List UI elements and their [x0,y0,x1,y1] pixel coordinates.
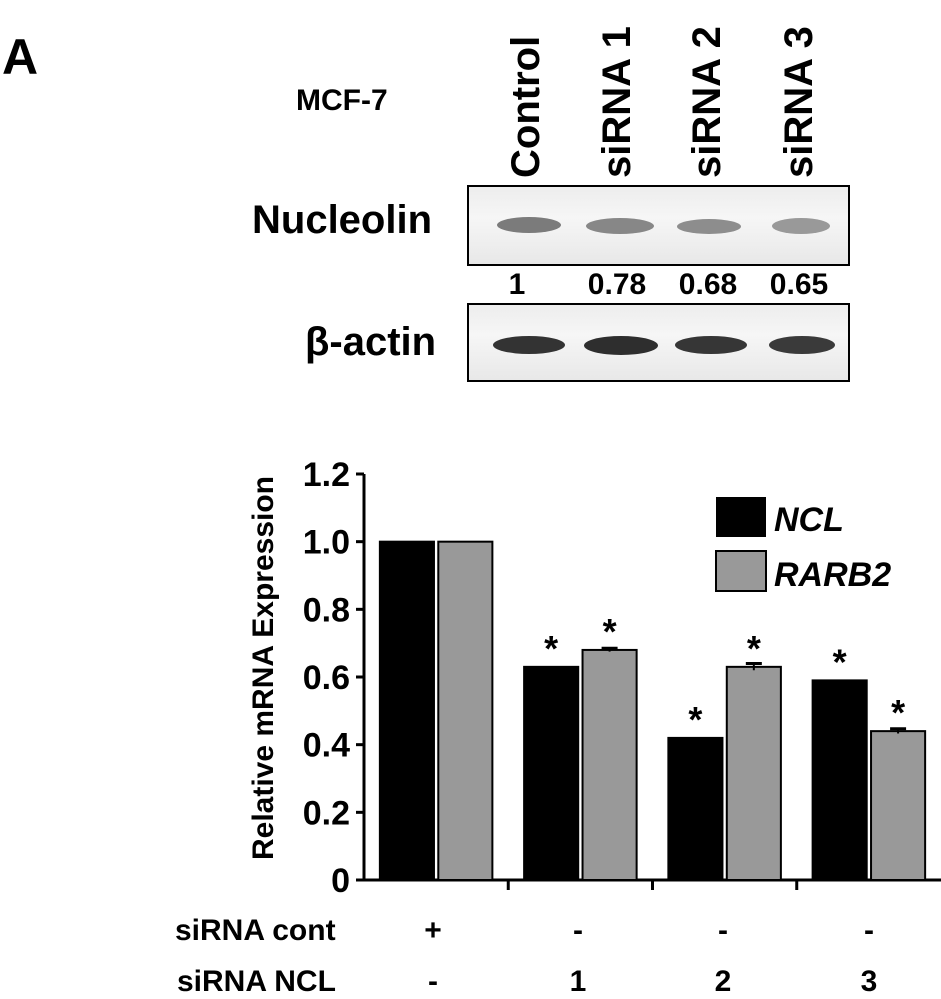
quant-value-sirna-3: 0.65 [769,268,829,301]
actin-band [769,336,835,354]
y-tick-label: 1.0 [303,524,350,562]
legend-label-rarb2: RARB2 [774,556,891,594]
plot-area: 0 0.2 0.4 0.6 0.8 1.0 1.2 * * * * * * [303,456,941,900]
row-value-sirna-cont: - [718,914,728,947]
actin-blot [467,303,850,382]
y-tick-label: 0 [331,862,350,900]
nucleolin-band [497,217,561,233]
legend: NCL RARB2 [715,497,891,594]
legend-swatch-rarb2 [715,550,767,592]
y-tick-label: 0.2 [303,794,350,832]
nucleolin-band [677,219,741,234]
row-label-sirna-ncl: siRNA NCL [177,965,336,998]
y-axis-label: Relative mRNA Expression [247,476,280,860]
lane-label-control: Control [504,35,548,178]
legend-swatch-ncl [716,497,766,537]
actin-label: β-actin [305,320,437,364]
legend-label-ncl: NCL [774,501,844,539]
significance-marker: * [688,699,702,740]
nucleolin-label: Nucleolin [252,198,433,242]
y-tick-label: 1.2 [303,456,350,494]
row-value-sirna-cont: - [573,914,583,947]
bar-ncl [667,736,724,881]
bar-chart: Relative mRNA Expression 0 0.2 0.4 0.6 0.8 1.… [247,456,941,900]
actin-band [584,336,658,355]
row-value-sirna-cont: - [864,914,874,947]
quant-value-sirna-2: 0.68 [678,268,738,301]
row-value-sirna-ncl: 1 [569,965,587,998]
nucleolin-band [586,218,654,234]
cell-line-label: MCF-7 [296,84,388,117]
bar-ncl [811,679,868,881]
bar-rarb2 [725,665,782,881]
nucleolin-band [772,218,830,234]
bar-rarb2 [437,540,494,882]
quant-value-control: 1 [508,268,526,301]
lane-label-sirna-2: siRNA 2 [685,26,729,178]
bar-rarb2 [581,648,638,881]
panel-label: A [2,29,39,85]
lane-label-sirna-3: siRNA 3 [777,26,821,178]
row-label-sirna-cont: siRNA cont [175,914,336,947]
y-tick-label: 0.8 [303,591,350,629]
significance-marker: * [747,628,761,669]
significance-marker: * [603,611,617,652]
y-tick-label: 0.4 [303,727,350,765]
nucleolin-blot [467,185,850,266]
quant-value-sirna-1: 0.78 [587,268,647,301]
actin-band [675,336,747,354]
row-value-sirna-cont: + [424,914,442,947]
significance-marker: * [833,641,847,682]
significance-marker: * [544,628,558,669]
row-value-sirna-ncl: 3 [860,965,878,998]
row-value-sirna-ncl: 2 [714,965,732,998]
actin-band [493,336,565,354]
bar-ncl [523,665,580,881]
bar-rarb2 [870,730,927,881]
y-tick-label: 0.6 [303,659,350,697]
lane-label-sirna-1: siRNA 1 [595,26,639,178]
row-value-sirna-ncl: - [428,965,438,998]
bar-ncl [378,540,435,882]
significance-marker: * [891,692,905,733]
